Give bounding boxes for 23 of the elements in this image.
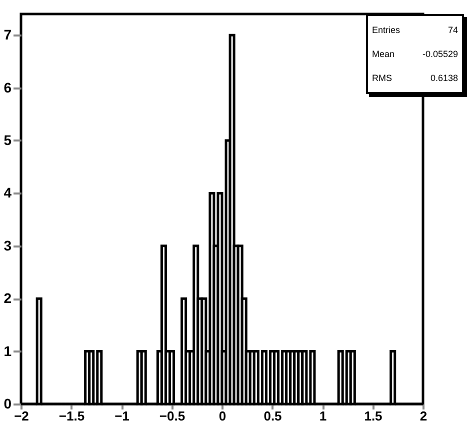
annotation: -0.05529	[422, 49, 458, 59]
x-tick-label: 2	[420, 408, 428, 424]
x-tick-label: −0.5	[159, 408, 186, 424]
x-tick-label: 1.5	[364, 408, 382, 424]
y-tick-label: 4	[4, 184, 12, 201]
y-tick-label: 1	[4, 342, 12, 359]
y-tick-label: 3	[4, 237, 12, 254]
annotation: Mean	[372, 49, 395, 59]
y-tick-label: 0	[4, 396, 12, 412]
x-tick-label: −1.5	[58, 408, 85, 424]
x-tick-label: 1	[319, 408, 327, 424]
y-tick-label: 2	[4, 290, 12, 306]
annotation: RMS	[372, 73, 392, 83]
y-tick-label: 5	[4, 132, 12, 148]
text: 0.6138	[430, 73, 458, 83]
y-tick-label: 6	[4, 79, 12, 96]
x-tick-label: 0.5	[264, 408, 282, 424]
annotation: Entries	[372, 25, 400, 35]
x-tick-label: 0	[218, 408, 226, 424]
y-tick-label: 7	[4, 26, 12, 43]
x-tick-label: −2	[14, 408, 29, 424]
text: 74	[448, 25, 458, 35]
x-tick-label: −1	[114, 408, 130, 424]
